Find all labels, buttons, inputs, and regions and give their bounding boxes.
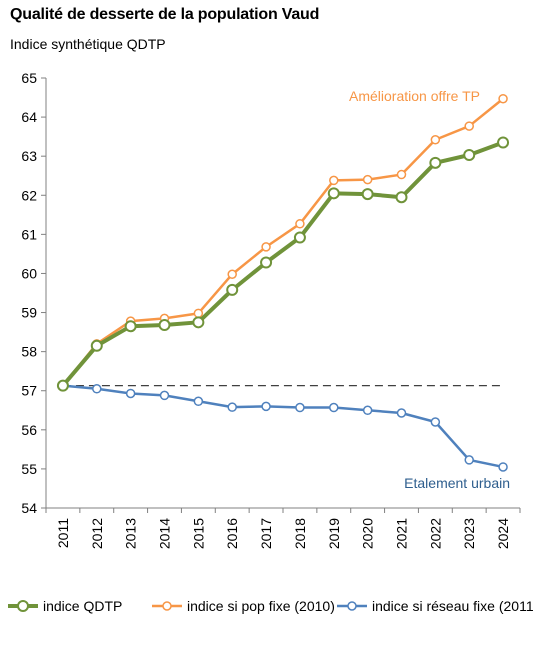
series-pop-fixe-point: [193, 308, 204, 319]
series-qdtp-point: [463, 149, 476, 162]
x-tick-label: 2017: [258, 518, 274, 549]
series-qdtp-point: [260, 256, 273, 269]
annotation-amelioration: Amélioration offre TP: [349, 88, 480, 104]
y-tick-label: 64: [21, 109, 37, 125]
y-tick-label: 60: [21, 265, 37, 281]
series-qdtp-point: [124, 320, 137, 333]
chart-title: Qualité de desserte de la population Vau…: [10, 6, 320, 23]
series-qdtp-point: [327, 187, 340, 200]
chart-subtitle: Indice synthétique QDTP: [10, 36, 166, 52]
series-reseau-fixe-point: [125, 388, 136, 399]
x-tick-label: 2011: [55, 518, 71, 548]
series-qdtp-point: [158, 319, 171, 332]
series-pop-fixe-point: [295, 219, 305, 229]
legend-item-pop-fixe: indice si pop fixe (2010): [152, 598, 335, 614]
y-tick-label: 59: [21, 305, 37, 321]
series-reseau-fixe-line: [62, 384, 504, 469]
legend-item-pop-fixe-label: indice si pop fixe (2010): [187, 598, 335, 614]
series-reseau-fixe-point: [159, 390, 170, 401]
x-tick-label: 2016: [224, 518, 240, 549]
legend-item-qdtp-label: indice QDTP: [43, 598, 122, 614]
y-tick-label: 63: [21, 148, 37, 164]
legend-item-reseau-fixe-label: indice si réseau fixe (2011): [372, 598, 533, 614]
series-pop-fixe-point: [227, 269, 237, 279]
x-tick-label: 2019: [326, 518, 342, 549]
x-tick-label: 2013: [123, 518, 139, 549]
x-tick-label: 2012: [89, 518, 105, 549]
series-qdtp: [56, 136, 510, 392]
legend-item-pop-fixe-marker: [162, 601, 172, 611]
x-tick-label: 2022: [427, 518, 443, 549]
y-tick-label: 57: [21, 383, 37, 399]
series-qdtp-point: [90, 339, 103, 352]
series-reseau-fixe-point: [329, 402, 339, 413]
series-qdtp-point: [192, 316, 205, 329]
y-tick-label: 54: [21, 500, 37, 516]
legend-item-qdtp-marker: [17, 600, 29, 612]
series-qdtp-line: [61, 140, 504, 387]
x-tick-label: 2023: [461, 518, 477, 549]
y-tick-label: 61: [21, 226, 37, 242]
x-tick-label: 2021: [394, 518, 410, 549]
series-qdtp-point: [56, 379, 69, 392]
series-reseau-fixe-point: [430, 417, 441, 427]
series-reseau-fixe-point: [362, 405, 373, 416]
y-tick-label: 62: [21, 187, 37, 203]
y-tick-label: 58: [21, 344, 37, 360]
legend-item-qdtp: indice QDTP: [8, 598, 122, 614]
series-pop-fixe-point: [464, 121, 474, 131]
legend: indice QDTP indice si pop fixe (2010) indi…: [8, 598, 533, 614]
series-reseau-fixe: [58, 380, 508, 472]
series-reseau-fixe-point: [193, 396, 204, 407]
series-qdtp-point: [429, 156, 442, 169]
legend-item-reseau-fixe: indice si réseau fixe (2011): [337, 598, 533, 614]
series-group: [56, 93, 510, 472]
series-pop-fixe-point: [329, 175, 339, 186]
axes: 54 55 56 57 58 59 60 61 62 63 64 65 2011 2012 2013 2014…: [21, 70, 521, 549]
y-tick-label: 65: [21, 70, 37, 86]
series-pop-fixe-line: [61, 97, 504, 387]
y-tick-label: 56: [21, 422, 37, 438]
x-tick-label: 2024: [495, 518, 511, 549]
x-tick-label: 2020: [360, 518, 376, 549]
series-reseau-fixe-point: [92, 384, 102, 394]
series-reseau-fixe-point: [227, 402, 237, 412]
series-pop-fixe-point: [396, 169, 407, 180]
series-qdtp-point: [497, 136, 510, 149]
series-qdtp-point: [395, 191, 408, 204]
legend-item-reseau-fixe-marker: [347, 601, 357, 611]
series-pop-fixe-point: [362, 174, 373, 185]
annotation-etalement: Etalement urbain: [404, 475, 510, 491]
series-pop-fixe-point: [430, 135, 441, 145]
annotations: Amélioration offre TP Etalement urbain: [349, 88, 510, 491]
series-pop-fixe-point: [498, 93, 508, 104]
series-qdtp-point: [293, 231, 306, 244]
x-tick-label: 2014: [157, 518, 173, 549]
series-pop-fixe: [58, 93, 508, 391]
x-tick-label: 2018: [292, 518, 308, 549]
series-reseau-fixe-point: [396, 408, 407, 418]
series-reseau-fixe-point: [261, 401, 271, 412]
y-tick-label: 55: [21, 461, 37, 477]
series-reseau-fixe-point: [498, 462, 508, 472]
series-reseau-fixe-point: [464, 455, 474, 465]
x-tick-label: 2015: [190, 518, 206, 549]
series-reseau-fixe-point: [295, 402, 305, 413]
series-qdtp-point: [361, 188, 374, 201]
series-qdtp-point: [226, 283, 239, 296]
series-pop-fixe-point: [261, 242, 271, 252]
